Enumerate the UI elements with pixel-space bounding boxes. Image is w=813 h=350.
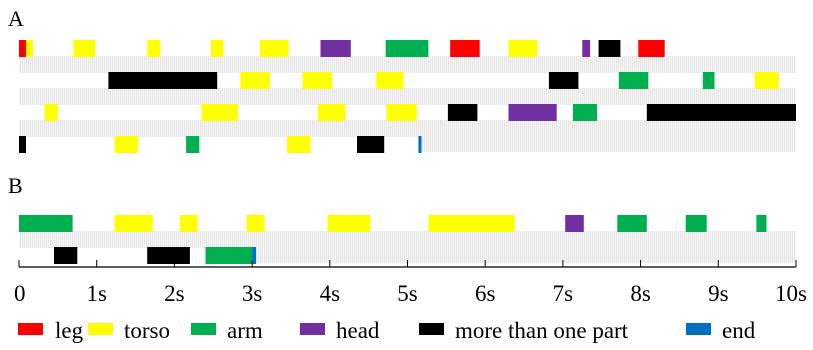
segment-torso bbox=[246, 215, 265, 232]
legend-label: head bbox=[336, 318, 380, 343]
segment-leg bbox=[638, 40, 665, 57]
segment-torso bbox=[287, 136, 311, 153]
legend-item-arm: arm bbox=[191, 318, 263, 343]
panels: AB bbox=[8, 6, 797, 264]
segment-end bbox=[418, 136, 422, 153]
legend-swatch bbox=[88, 323, 113, 335]
segment-torso bbox=[147, 40, 161, 57]
legend-label: torso bbox=[124, 318, 170, 343]
legend-item-leg: leg bbox=[18, 318, 84, 343]
segment-multi bbox=[108, 72, 218, 89]
segment-torso bbox=[302, 72, 333, 89]
row-guide bbox=[421, 137, 796, 152]
segment-torso bbox=[754, 72, 779, 89]
segment-torso bbox=[73, 40, 96, 57]
segment-multi bbox=[548, 72, 579, 89]
legend-swatch bbox=[300, 323, 325, 335]
row-guide bbox=[19, 120, 796, 137]
legend-item-end: end bbox=[686, 318, 756, 343]
legend-item-head: head bbox=[300, 318, 380, 343]
legend-item-torso: torso bbox=[88, 318, 170, 343]
legend-label: end bbox=[722, 318, 756, 343]
segment-arm bbox=[573, 104, 598, 121]
panel-b: B bbox=[8, 173, 797, 264]
tick-label: 9s bbox=[708, 281, 729, 306]
segment-end bbox=[252, 247, 256, 264]
legend-label: more than one part bbox=[455, 318, 629, 343]
panel-label: A bbox=[8, 6, 24, 31]
segment-torso bbox=[259, 40, 289, 57]
segment-torso bbox=[428, 215, 515, 232]
segment-arm bbox=[205, 247, 253, 264]
segment-torso bbox=[386, 104, 417, 121]
segment-head bbox=[508, 104, 557, 121]
row-guide bbox=[19, 88, 796, 105]
segment-torso bbox=[179, 215, 198, 232]
tick-label: 2s bbox=[164, 281, 185, 306]
segment-torso bbox=[318, 104, 346, 121]
tick-label: 1s bbox=[86, 281, 107, 306]
segment-multi bbox=[646, 104, 796, 121]
segment-arm bbox=[385, 40, 429, 57]
segment-arm bbox=[617, 215, 647, 232]
segment-torso bbox=[114, 215, 153, 232]
x-axis: 0 1s 2s 3s 4s 5s 6s 7s 8s 9s 10s bbox=[14, 260, 807, 306]
tick-label: 6s bbox=[475, 281, 496, 306]
segment-arm bbox=[756, 215, 767, 232]
tick-label: 7s bbox=[553, 281, 574, 306]
legend-label: leg bbox=[55, 318, 84, 343]
tick-label: 4s bbox=[320, 281, 341, 306]
segment-arm bbox=[702, 72, 715, 89]
segment-torso bbox=[508, 40, 538, 57]
segment-arm bbox=[618, 72, 649, 89]
segment-arm bbox=[186, 136, 200, 153]
segment-torso bbox=[376, 72, 404, 89]
row-guide bbox=[19, 231, 796, 248]
segment-torso bbox=[201, 104, 239, 121]
legend: leg torso arm head more than one part end bbox=[18, 318, 756, 343]
segment-torso bbox=[26, 40, 33, 57]
legend-item-multi: more than one part bbox=[419, 318, 629, 343]
tick-label: 0 bbox=[14, 281, 26, 306]
segment-arm bbox=[685, 215, 707, 232]
segment-multi bbox=[19, 136, 26, 153]
panel-a: A bbox=[8, 6, 796, 153]
segment-multi bbox=[147, 247, 190, 264]
tick-label: 8s bbox=[630, 281, 651, 306]
segment-leg bbox=[19, 40, 26, 57]
row-guide bbox=[19, 56, 796, 73]
segment-multi bbox=[598, 40, 621, 57]
segment-head bbox=[320, 40, 351, 57]
segment-multi bbox=[357, 136, 385, 153]
legend-swatch bbox=[686, 323, 711, 335]
segment-torso bbox=[240, 72, 270, 89]
segment-multi bbox=[54, 247, 78, 264]
segment-multi bbox=[447, 104, 478, 121]
segment-torso bbox=[114, 136, 138, 153]
tick-label: 3s bbox=[242, 281, 263, 306]
segment-torso bbox=[44, 104, 58, 121]
tick-label: 5s bbox=[397, 281, 418, 306]
segment-torso bbox=[327, 215, 371, 232]
tick-label: 10s bbox=[775, 281, 807, 306]
legend-swatch bbox=[191, 323, 216, 335]
segment-arm bbox=[19, 215, 73, 232]
segment-torso bbox=[210, 40, 224, 57]
legend-swatch bbox=[18, 323, 43, 335]
legend-swatch bbox=[419, 323, 444, 335]
segment-head bbox=[565, 215, 584, 232]
panel-label: B bbox=[8, 173, 23, 198]
segment-head bbox=[582, 40, 591, 57]
segment-leg bbox=[450, 40, 480, 57]
row-guide bbox=[255, 248, 797, 263]
legend-label: arm bbox=[227, 318, 263, 343]
